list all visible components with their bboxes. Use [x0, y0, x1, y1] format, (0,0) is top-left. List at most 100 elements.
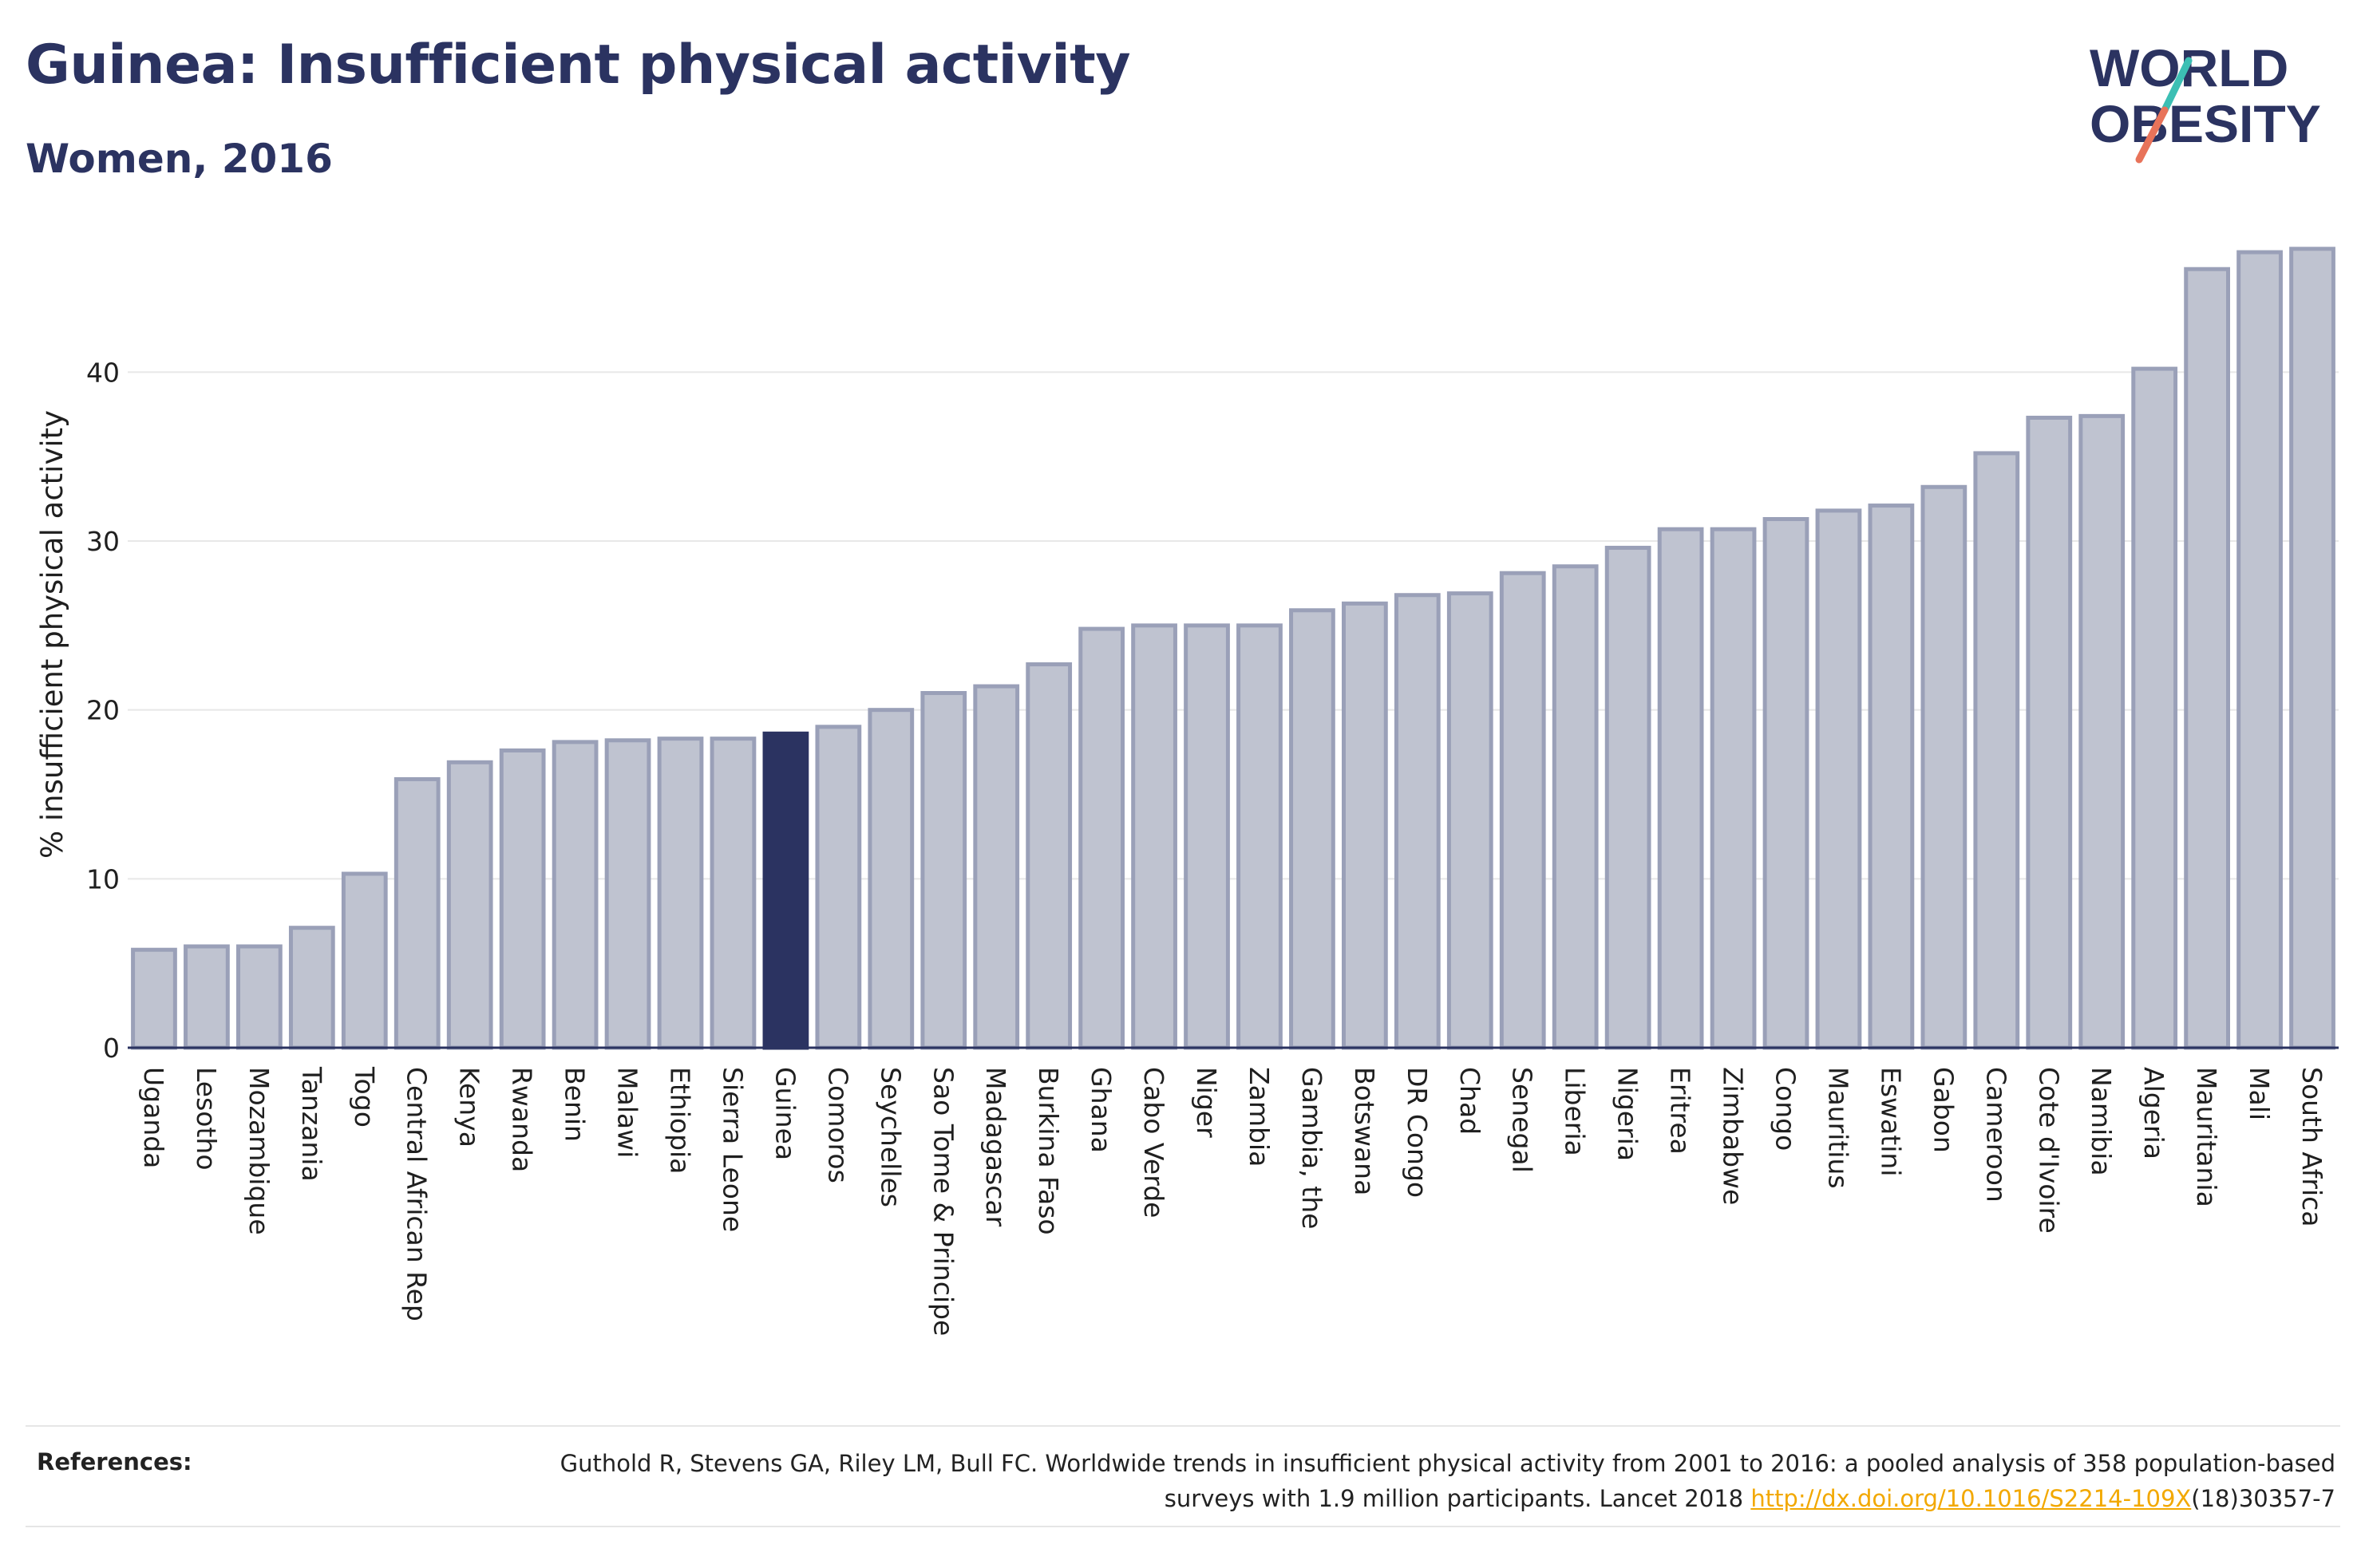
- bar-gabon[interactable]: [1920, 484, 1968, 1050]
- x-tick-label: Rwanda: [507, 1067, 538, 1172]
- divider-top: [26, 1425, 2340, 1427]
- x-tick-label: Chad: [1454, 1067, 1485, 1135]
- bar-mauritius[interactable]: [1815, 508, 1862, 1050]
- x-tick-label: Uganda: [138, 1067, 169, 1168]
- bar-nigeria[interactable]: [1604, 545, 1651, 1050]
- x-tick-label: Madagascar: [980, 1067, 1011, 1227]
- bar-cabo-verde[interactable]: [1131, 623, 1177, 1050]
- logo-slash-teal: [2161, 57, 2193, 114]
- bar-central-african-rep[interactable]: [394, 776, 441, 1050]
- bar-ghana[interactable]: [1078, 626, 1125, 1050]
- x-tick-label: Liberia: [1560, 1067, 1591, 1156]
- gridlines: [128, 371, 2339, 880]
- x-tick-label: Burkina Faso: [1033, 1067, 1064, 1235]
- x-tick-label: Eritrea: [1665, 1067, 1696, 1155]
- bar-zimbabwe[interactable]: [1710, 527, 1757, 1050]
- references-citation: Guthold R, Stevens GA, Riley LM, Bull FC…: [560, 1450, 2335, 1512]
- x-tick-label: Ethiopia: [665, 1067, 696, 1174]
- x-tick-label: Lesotho: [191, 1067, 222, 1171]
- bar-guinea[interactable]: [762, 731, 809, 1050]
- bar-botswana[interactable]: [1342, 601, 1388, 1050]
- bar-cameroon[interactable]: [1973, 451, 2020, 1050]
- x-tick-label: Mali: [2244, 1067, 2275, 1120]
- x-tick-label: Guinea: [769, 1067, 801, 1160]
- bar-tanzania[interactable]: [288, 926, 335, 1050]
- references-text: Guthold R, Stevens GA, Riley LM, Bull FC…: [500, 1446, 2335, 1516]
- bar-zambia[interactable]: [1236, 623, 1283, 1050]
- bar-madagascar[interactable]: [973, 684, 1020, 1050]
- bar-niger[interactable]: [1184, 623, 1230, 1050]
- x-tick-label: South Africa: [2296, 1067, 2327, 1227]
- x-tick-label: Mauritania: [2191, 1067, 2222, 1207]
- divider-bottom: [26, 1526, 2340, 1527]
- bar-chad[interactable]: [1446, 591, 1493, 1050]
- x-tick-label: Benin: [560, 1067, 591, 1142]
- x-tick-label: Sierra Leone: [717, 1067, 748, 1232]
- bar-seychelles[interactable]: [868, 708, 915, 1050]
- x-tick-label: Gabon: [1928, 1067, 1959, 1153]
- bar-dr-congo[interactable]: [1394, 593, 1441, 1050]
- bar-togo[interactable]: [341, 871, 388, 1050]
- bar-burkina-faso[interactable]: [1026, 662, 1073, 1050]
- x-tick-label: Sao Tome & Principe: [927, 1067, 959, 1336]
- references-doi-suffix: (18)30357-7: [2191, 1485, 2335, 1512]
- bar-uganda[interactable]: [131, 947, 177, 1050]
- x-tick-label: Cabo Verde: [1138, 1067, 1169, 1218]
- y-tick-label: 40: [86, 357, 120, 388]
- bar-mali[interactable]: [2236, 250, 2283, 1050]
- bar-south-africa[interactable]: [2289, 247, 2335, 1050]
- bar-kenya[interactable]: [446, 760, 493, 1050]
- x-tick-label: Comoros: [822, 1067, 853, 1183]
- references-label: References:: [37, 1448, 192, 1475]
- y-tick-label: 10: [86, 863, 120, 895]
- x-tick-label: Senegal: [1507, 1067, 1538, 1173]
- bar-eritrea[interactable]: [1657, 527, 1704, 1050]
- x-tick-label: Congo: [1770, 1067, 1801, 1151]
- x-tick-label: Nigeria: [1612, 1067, 1643, 1161]
- y-tick-label: 0: [103, 1033, 120, 1064]
- bar-comoros[interactable]: [815, 725, 862, 1050]
- bars: [131, 247, 2335, 1050]
- x-tick-label: Zimbabwe: [1718, 1067, 1749, 1205]
- bar-mauritania[interactable]: [2184, 267, 2230, 1050]
- x-tick-label: Cote d'Ivoire: [2033, 1067, 2064, 1234]
- bar-ethiopia[interactable]: [657, 737, 704, 1050]
- doi-link[interactable]: http://dx.doi.org/10.1016/S2214-109X: [1750, 1485, 2192, 1512]
- bar-algeria[interactable]: [2131, 366, 2178, 1050]
- x-tick-labels: Uganda Lesotho Mozambique Tanzania Togo Centr…: [138, 1066, 2327, 1336]
- y-tick-label: 30: [86, 526, 120, 557]
- x-tick-label: Togo: [349, 1066, 380, 1128]
- bar-chart: 0 10 20 30 40 Uganda Lesotho Mozambique Tanzani…: [35, 247, 2339, 1336]
- x-tick-label: Gambia, the: [1296, 1067, 1327, 1229]
- bar-lesotho[interactable]: [184, 944, 230, 1050]
- bar-senegal[interactable]: [1499, 571, 1546, 1050]
- world-obesity-logo: WORLD OBESITY: [2090, 38, 2321, 164]
- y-tick-labels: 0 10 20 30 40: [86, 357, 120, 1064]
- bar-gambia-the[interactable]: [1289, 608, 1335, 1050]
- bar-cote-d-ivoire[interactable]: [2026, 415, 2073, 1050]
- x-tick-label: Kenya: [454, 1067, 485, 1147]
- bar-sao-tome-principe[interactable]: [920, 691, 967, 1050]
- x-tick-label: DR Congo: [1402, 1067, 1433, 1198]
- bar-eswatini[interactable]: [1868, 504, 1915, 1050]
- bar-sierra-leone[interactable]: [710, 737, 757, 1050]
- chart-title: Guinea: Insufficient physical activity: [26, 34, 1131, 97]
- x-tick-label: Malawi: [612, 1067, 643, 1158]
- bar-mozambique[interactable]: [236, 944, 283, 1050]
- x-tick-label: Niger: [1191, 1067, 1222, 1138]
- x-tick-label: Central African Rep: [401, 1067, 433, 1321]
- x-tick-label: Seychelles: [875, 1067, 906, 1207]
- y-axis-label: % insufficient physical activity: [35, 410, 69, 859]
- bar-congo[interactable]: [1762, 516, 1809, 1050]
- x-tick-label: Tanzania: [296, 1066, 327, 1182]
- x-tick-label: Botswana: [1349, 1067, 1380, 1195]
- bar-benin[interactable]: [552, 740, 599, 1050]
- bar-liberia[interactable]: [1552, 564, 1599, 1050]
- x-tick-label: Algeria: [2138, 1067, 2169, 1159]
- x-tick-label: Cameroon: [1980, 1067, 2011, 1203]
- bar-namibia[interactable]: [2078, 413, 2126, 1050]
- x-tick-label: Eswatini: [1875, 1067, 1906, 1176]
- bar-malawi[interactable]: [604, 738, 651, 1050]
- bar-rwanda[interactable]: [499, 748, 546, 1050]
- y-tick-label: 20: [86, 695, 120, 726]
